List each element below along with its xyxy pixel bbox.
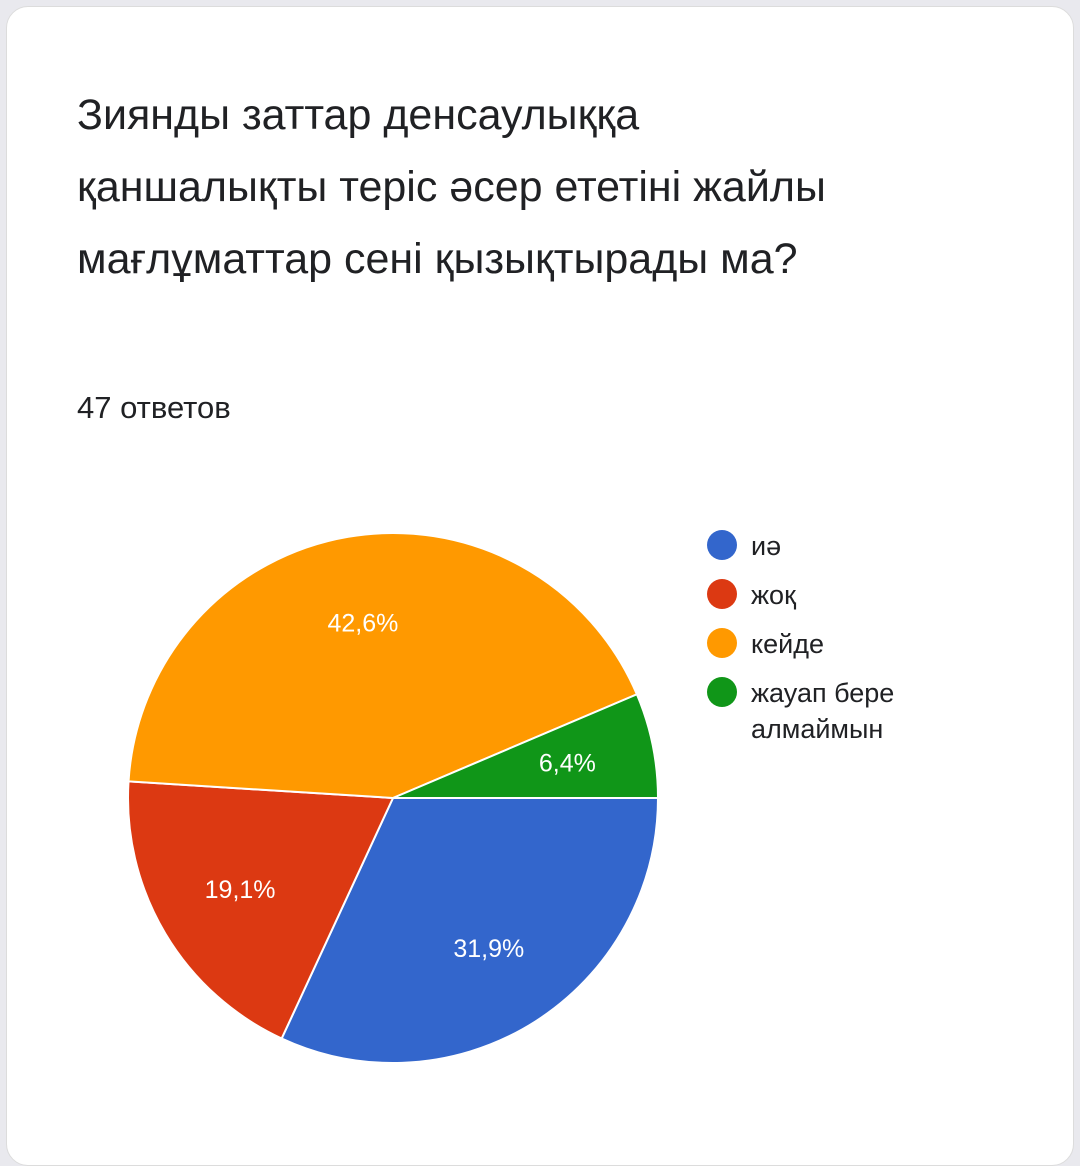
pie-slice[interactable]	[280, 797, 660, 1064]
legend-color-dot	[707, 628, 737, 658]
legend-item[interactable]: иә	[707, 528, 967, 564]
legend-color-dot	[707, 579, 737, 609]
legend-label: жоқ	[751, 580, 796, 610]
legend-color-dot	[707, 677, 737, 707]
slice-percent-label: 31,9%	[453, 935, 524, 963]
slice-percent-label: 42,6%	[327, 610, 398, 638]
chart-legend: иә жоқ кейде жауап бере алмаймын	[707, 528, 967, 760]
legend-label: иә	[751, 531, 782, 561]
slice-percent-label: 19,1%	[205, 876, 276, 904]
legend-item[interactable]: жоқ	[707, 577, 967, 613]
pie-slice[interactable]	[127, 532, 639, 800]
pie-slice[interactable]	[127, 780, 395, 1040]
legend-label: кейде	[751, 629, 824, 659]
legend-label: жауап бере алмаймын	[751, 678, 895, 744]
question-title: Зиянды заттар денсаулыққа қаншалықты тер…	[77, 91, 826, 283]
slice-percent-label: 6,4%	[539, 750, 596, 778]
pie-slice[interactable]	[392, 692, 660, 799]
legend-item[interactable]: жауап бере алмаймын	[707, 675, 967, 747]
response-count: 47 ответов	[77, 390, 231, 425]
legend-color-dot	[707, 530, 737, 560]
legend-item[interactable]: кейде	[707, 626, 967, 662]
